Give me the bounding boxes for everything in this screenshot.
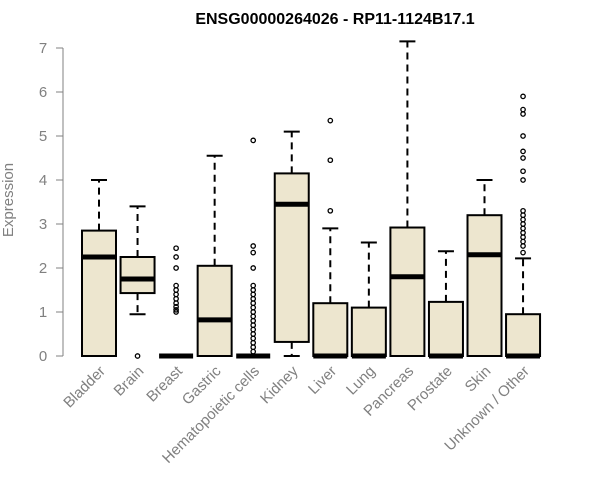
outlier-point	[250, 326, 257, 333]
outlier-point	[250, 322, 257, 329]
outlier-point	[173, 306, 179, 313]
outlier-point	[250, 317, 257, 324]
box-gastric	[196, 154, 233, 357]
outlier-point	[520, 168, 526, 175]
box-liver	[312, 117, 349, 359]
y-tick-label: 3	[39, 216, 47, 233]
outlier-point	[520, 243, 526, 249]
box-prostate	[427, 250, 464, 359]
outlier-point	[520, 133, 526, 139]
box-hematopoietic-cells	[236, 137, 271, 359]
outlier-point	[520, 238, 526, 245]
outlier-point	[250, 309, 257, 315]
box-bladder	[81, 179, 117, 358]
y-tick-label: 5	[39, 128, 47, 145]
y-tick-label: 0	[39, 348, 47, 365]
outlier-point	[250, 313, 257, 320]
box-iqr	[427, 300, 464, 358]
outlier-point	[520, 177, 526, 183]
y-tick-label: 1	[39, 304, 47, 321]
outlier-point	[250, 304, 257, 311]
outlier-point	[173, 287, 179, 293]
outlier-point	[520, 93, 526, 100]
outlier-point	[250, 265, 257, 271]
outlier-point	[520, 111, 526, 117]
chart-title: ENSG00000264026 - RP11-1124B17.1	[195, 11, 474, 28]
outlier-point	[250, 348, 257, 355]
outlier-point	[250, 282, 257, 289]
box-iqr	[312, 302, 349, 358]
y-axis-label: Expression	[0, 163, 17, 237]
outlier-point	[173, 291, 179, 298]
outlier-point	[250, 344, 257, 351]
outlier-point	[134, 353, 141, 359]
box-lung	[350, 241, 387, 359]
box-iqr	[350, 306, 387, 358]
x-tick-label: Liver	[305, 363, 340, 398]
outlier-point	[250, 331, 257, 337]
outlier-point	[250, 249, 257, 256]
box-iqr	[273, 172, 310, 343]
outlier-point	[327, 207, 334, 214]
box-iqr	[505, 313, 542, 358]
outlier-point	[520, 106, 526, 113]
outlier-point	[520, 212, 526, 219]
box-iqr	[466, 214, 503, 357]
box-kidney	[273, 130, 310, 357]
outlier-point	[250, 335, 257, 342]
x-tick-label: Bladder	[60, 363, 109, 412]
x-tick-label: Lung	[343, 363, 379, 399]
y-tick-label: 6	[39, 84, 47, 101]
y-tick-label: 2	[39, 260, 47, 277]
box-brain	[119, 205, 156, 359]
y-axis: 0 1 2 3 4 5 6 7	[39, 40, 64, 365]
outlier-point	[520, 225, 526, 232]
outlier-point	[520, 234, 526, 241]
plot-area	[81, 40, 542, 359]
outlier-point	[250, 243, 257, 249]
outlier-point	[520, 216, 526, 223]
outlier-point	[520, 249, 526, 256]
box-breast	[159, 245, 194, 359]
outlier-point	[327, 117, 334, 124]
box-unknown-other	[505, 93, 542, 359]
box-iqr	[196, 264, 233, 357]
outlier-point	[250, 287, 257, 293]
x-tick-label: Kidney	[257, 362, 302, 407]
outlier-point	[173, 265, 179, 271]
y-tick-label: 4	[39, 172, 47, 189]
outlier-point	[327, 157, 334, 164]
outlier-point	[173, 254, 179, 260]
outlier-point	[173, 309, 179, 315]
outlier-point	[250, 137, 257, 144]
outlier-point	[520, 148, 526, 155]
outlier-point	[520, 207, 526, 214]
box-skin	[466, 179, 503, 357]
outlier-point	[520, 155, 526, 161]
outlier-point	[173, 295, 179, 302]
outlier-point	[520, 229, 526, 236]
y-tick-label: 7	[39, 40, 47, 57]
outlier-point	[250, 300, 257, 307]
outlier-point	[173, 282, 179, 289]
box-iqr	[119, 256, 156, 295]
outlier-point	[173, 303, 179, 310]
outlier-point	[250, 339, 257, 346]
outlier-point	[520, 221, 526, 227]
x-tick-label: Breast	[143, 362, 186, 405]
x-tick-label: Skin	[462, 363, 495, 396]
x-tick-label: Brain	[111, 363, 148, 400]
outlier-point	[173, 245, 179, 252]
box-pancreas	[389, 40, 426, 357]
box-iqr	[81, 229, 117, 358]
outlier-point	[250, 295, 257, 302]
box-iqr	[389, 226, 426, 357]
outlier-point	[250, 291, 257, 298]
